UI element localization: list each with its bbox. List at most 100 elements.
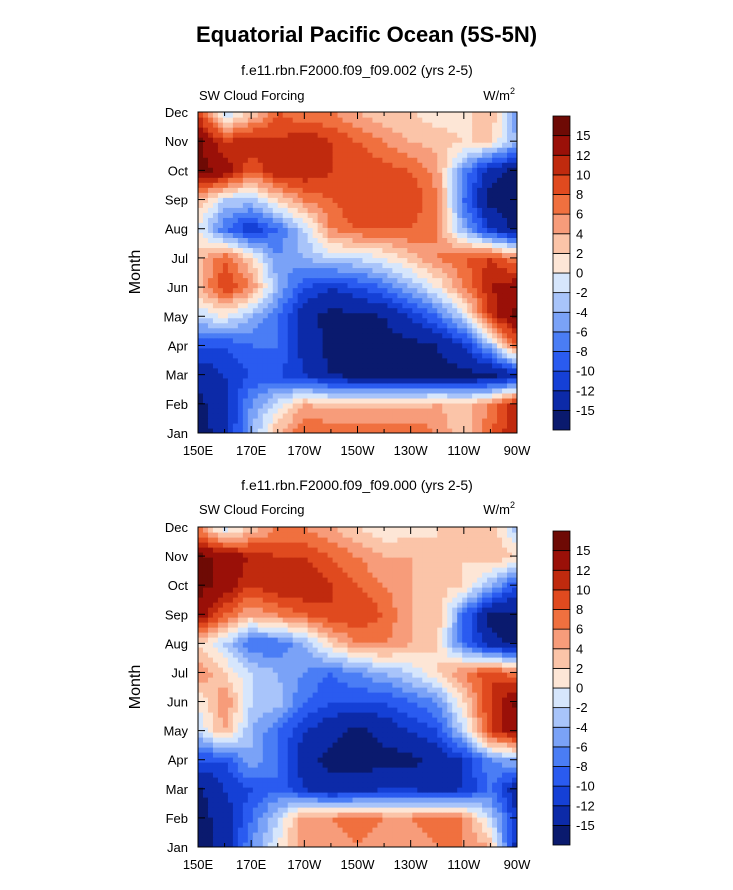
heatmap-cell — [422, 392, 428, 399]
heatmap-cell — [412, 272, 418, 279]
heatmap-cell — [477, 152, 483, 158]
heatmap-cell — [462, 807, 468, 813]
heatmap-cell — [382, 112, 388, 118]
heatmap-cell — [452, 177, 458, 183]
colorbar-label: 2 — [576, 246, 583, 261]
heatmap-cell — [317, 802, 324, 808]
heatmap-cell — [382, 302, 388, 309]
heatmap-cell — [397, 412, 403, 419]
heatmap-cell — [417, 327, 423, 334]
heatmap-cell — [462, 822, 468, 828]
heatmap-cell — [352, 842, 359, 847]
heatmap-cell — [382, 247, 388, 254]
heatmap-cell — [207, 782, 214, 788]
heatmap-cell — [417, 312, 423, 319]
heatmap-cell — [497, 312, 503, 319]
heatmap-cell — [487, 182, 493, 188]
heatmap-cell — [362, 132, 369, 138]
heatmap-cell — [347, 227, 354, 233]
heatmap-cell — [367, 402, 374, 409]
heatmap-cell — [212, 137, 219, 143]
heatmap-cell — [507, 267, 513, 274]
heatmap-cell — [232, 417, 239, 424]
heatmap-cell — [467, 792, 473, 798]
heatmap-cell — [217, 822, 224, 828]
y-tick-label: Sep — [165, 193, 188, 208]
heatmap-cell — [292, 142, 299, 148]
heatmap-cell — [427, 187, 433, 193]
heatmap-cell — [222, 127, 229, 133]
heatmap-cell — [327, 192, 334, 198]
heatmap-cell — [417, 407, 423, 414]
heatmap-cell — [492, 392, 498, 399]
heatmap-cell — [487, 317, 493, 324]
heatmap-cell — [267, 327, 274, 334]
heatmap-cell — [352, 392, 359, 399]
heatmap-cell — [412, 292, 418, 299]
heatmap-cell — [507, 317, 513, 324]
heatmap-cell — [462, 342, 468, 349]
heatmap-cell — [387, 287, 393, 294]
heatmap-cell — [442, 222, 448, 228]
heatmap-cell — [457, 137, 463, 143]
heatmap-cell — [437, 242, 443, 249]
heatmap-cell — [262, 137, 269, 143]
heatmap-cell — [422, 267, 428, 274]
heatmap-cell — [282, 842, 289, 847]
heatmap-cell — [477, 347, 483, 354]
heatmap-cell — [277, 842, 284, 847]
heatmap-cell — [437, 342, 443, 349]
heatmap-cell — [512, 232, 517, 238]
heatmap-cell — [437, 387, 443, 394]
heatmap-cell — [267, 297, 274, 304]
colorbar-label: -15 — [576, 403, 595, 418]
heatmap-cell — [302, 132, 309, 138]
heatmap-cell — [332, 397, 339, 404]
heatmap-cell — [277, 312, 284, 319]
heatmap-cell — [467, 402, 473, 409]
heatmap-cell — [462, 202, 468, 208]
heatmap-cell — [222, 192, 229, 198]
heatmap-cell — [482, 797, 488, 803]
heatmap-cell — [217, 782, 224, 788]
heatmap-cell — [362, 817, 369, 823]
heatmap-cell — [252, 332, 259, 339]
heatmap-cell — [497, 357, 503, 364]
heatmap-cell — [422, 317, 428, 324]
heatmap-cell — [307, 212, 314, 218]
heatmap-cell — [487, 112, 493, 118]
heatmap-cell — [377, 247, 384, 254]
heatmap-cell — [207, 352, 214, 359]
heatmap-cell — [327, 312, 334, 319]
heatmap-cell — [277, 402, 284, 409]
heatmap-cell — [507, 207, 513, 213]
heatmap-cell — [407, 332, 413, 339]
heatmap-cell — [442, 117, 448, 123]
heatmap-cell — [367, 137, 374, 143]
heatmap-cell — [367, 277, 374, 284]
heatmap-cell — [247, 177, 254, 183]
heatmap-cell — [437, 302, 443, 309]
heatmap-cell — [292, 397, 299, 404]
heatmap-cell — [267, 817, 274, 823]
heatmap-cell — [337, 332, 344, 339]
heatmap-cell — [497, 147, 503, 153]
y-tick-label: Feb — [166, 397, 188, 412]
heatmap-cell — [252, 412, 259, 419]
heatmap-cell — [437, 312, 443, 319]
heatmap-cell — [302, 307, 309, 314]
heatmap-cell — [372, 837, 379, 843]
heatmap-cell — [487, 402, 493, 409]
heatmap-cell — [367, 377, 374, 384]
heatmap-cell — [417, 337, 423, 344]
heatmap-cell — [232, 117, 239, 123]
heatmap-cell — [497, 352, 503, 359]
heatmap-cell — [427, 202, 433, 208]
heatmap-cell — [462, 327, 468, 334]
heatmap-cell — [332, 377, 339, 384]
heatmap-cell — [462, 142, 468, 148]
heatmap-cell — [207, 192, 214, 198]
heatmap-cell — [377, 397, 384, 404]
heatmap-cell — [297, 387, 304, 394]
heatmap-cell — [232, 342, 239, 349]
